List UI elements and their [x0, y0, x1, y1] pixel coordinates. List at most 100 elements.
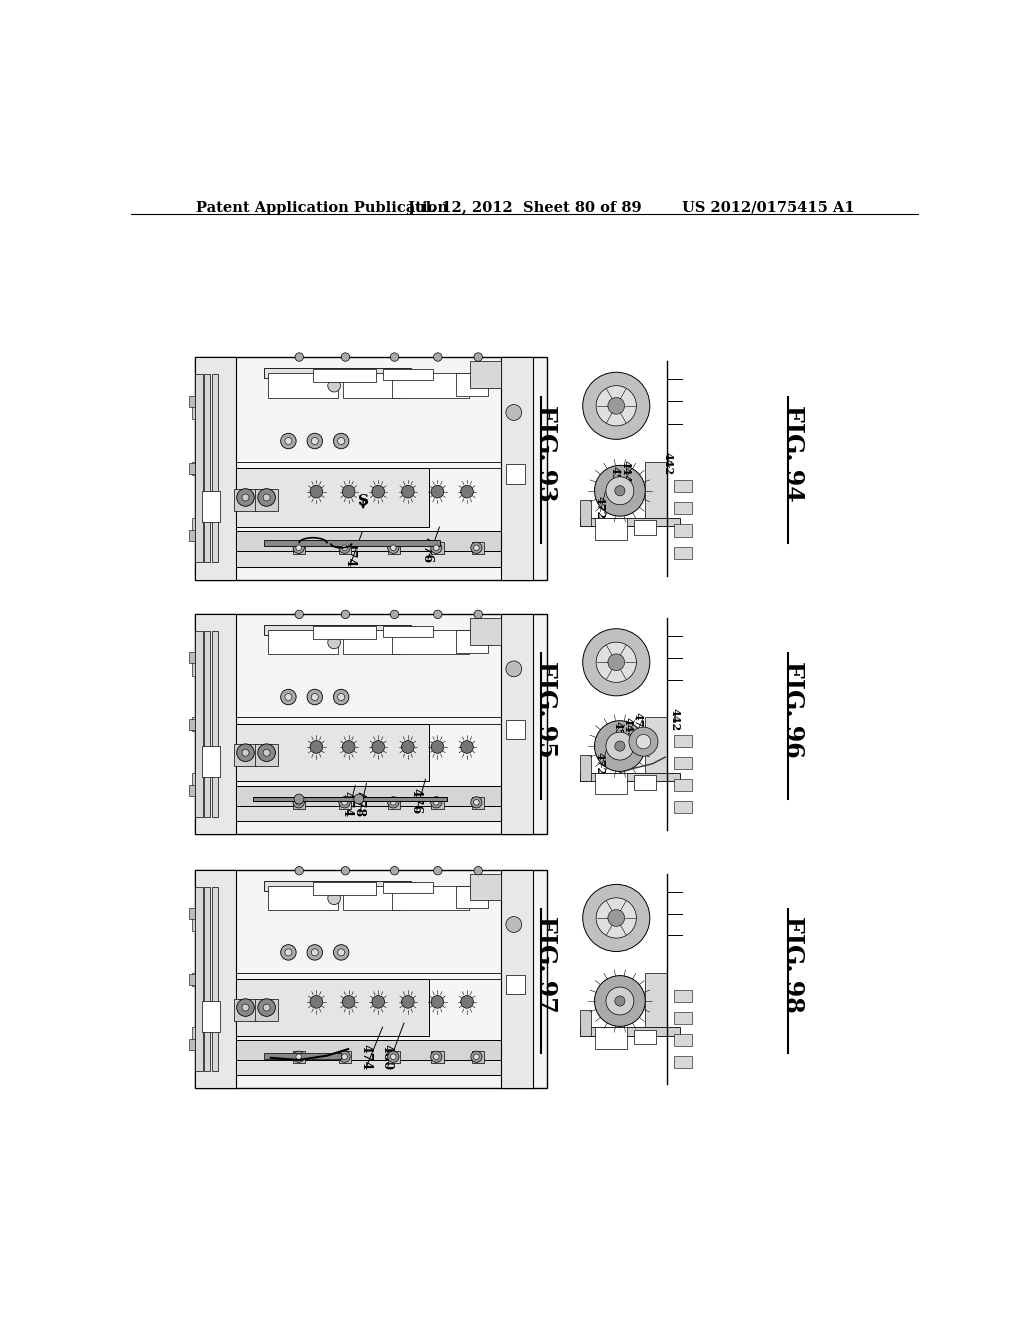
Bar — [196, 614, 236, 834]
Bar — [457, 374, 487, 396]
Text: FIG. 97: FIG. 97 — [535, 916, 558, 1012]
Circle shape — [431, 995, 443, 1008]
Bar — [188, 396, 196, 407]
Circle shape — [629, 727, 658, 756]
Text: 450: 450 — [609, 466, 621, 488]
Circle shape — [294, 795, 304, 804]
Circle shape — [263, 750, 270, 756]
Text: 476: 476 — [410, 788, 423, 814]
Bar — [313, 626, 377, 639]
Circle shape — [506, 661, 522, 677]
Circle shape — [596, 898, 636, 939]
Bar — [470, 874, 501, 900]
Circle shape — [354, 795, 364, 804]
Bar — [188, 784, 196, 796]
Bar — [674, 524, 692, 537]
Bar — [388, 543, 400, 554]
Circle shape — [311, 693, 318, 701]
Bar — [203, 746, 220, 777]
Circle shape — [263, 494, 270, 502]
Circle shape — [473, 545, 479, 550]
Text: 474: 474 — [359, 1044, 372, 1071]
Circle shape — [307, 945, 323, 960]
Bar — [674, 1034, 692, 1045]
Bar — [233, 744, 257, 766]
Circle shape — [307, 433, 323, 449]
Bar — [383, 882, 432, 892]
Circle shape — [338, 693, 345, 701]
Circle shape — [281, 689, 296, 705]
Bar — [674, 546, 692, 558]
Bar — [339, 543, 351, 554]
Bar — [293, 1051, 305, 1064]
Circle shape — [583, 628, 650, 696]
Bar — [253, 797, 446, 801]
Bar — [580, 1010, 591, 1036]
Bar — [268, 886, 338, 911]
Circle shape — [595, 466, 645, 516]
Bar — [196, 356, 236, 581]
Bar — [580, 772, 680, 781]
Circle shape — [595, 721, 645, 771]
Bar — [470, 618, 501, 644]
Circle shape — [401, 486, 414, 498]
Bar — [635, 520, 656, 535]
Bar — [188, 463, 196, 474]
Bar — [196, 614, 547, 834]
Circle shape — [474, 866, 482, 875]
Bar — [236, 979, 429, 1036]
Text: 474: 474 — [341, 791, 354, 817]
Circle shape — [310, 741, 323, 754]
Circle shape — [307, 689, 323, 705]
Circle shape — [388, 797, 399, 808]
Circle shape — [242, 1005, 249, 1011]
Bar — [457, 631, 487, 652]
Bar — [674, 1056, 692, 1068]
Circle shape — [296, 1053, 301, 1060]
Circle shape — [471, 1051, 482, 1063]
Bar — [645, 973, 667, 1027]
Circle shape — [258, 999, 275, 1016]
Bar — [236, 552, 524, 566]
Text: 442: 442 — [669, 708, 680, 731]
Circle shape — [342, 486, 355, 498]
Text: 474: 474 — [343, 541, 356, 568]
Text: 478: 478 — [352, 791, 366, 817]
Circle shape — [293, 543, 304, 553]
Circle shape — [506, 405, 522, 420]
Bar — [674, 502, 692, 515]
Bar — [264, 540, 439, 545]
Circle shape — [258, 744, 275, 762]
Circle shape — [583, 884, 650, 952]
Circle shape — [285, 949, 292, 956]
Circle shape — [614, 995, 625, 1006]
Bar — [268, 374, 338, 397]
Bar — [431, 797, 443, 809]
Circle shape — [595, 975, 645, 1027]
Circle shape — [342, 741, 355, 754]
Bar — [674, 735, 692, 747]
Circle shape — [281, 945, 296, 960]
Circle shape — [263, 1005, 270, 1011]
Circle shape — [388, 1051, 399, 1063]
Bar — [392, 886, 469, 911]
Circle shape — [390, 610, 398, 619]
Circle shape — [339, 1051, 350, 1063]
Circle shape — [237, 744, 254, 762]
Bar — [212, 887, 218, 1071]
Bar — [196, 631, 203, 817]
Circle shape — [461, 741, 473, 754]
Circle shape — [341, 352, 349, 362]
Bar — [191, 663, 196, 676]
Bar — [457, 886, 487, 908]
Circle shape — [471, 543, 482, 553]
Circle shape — [431, 797, 442, 808]
Bar — [188, 718, 196, 730]
Bar — [236, 1040, 524, 1060]
Text: 444: 444 — [621, 461, 631, 483]
Circle shape — [461, 995, 473, 1008]
Text: 450: 450 — [612, 721, 624, 744]
Bar — [203, 1001, 220, 1032]
Bar — [204, 375, 210, 562]
Circle shape — [606, 733, 634, 760]
